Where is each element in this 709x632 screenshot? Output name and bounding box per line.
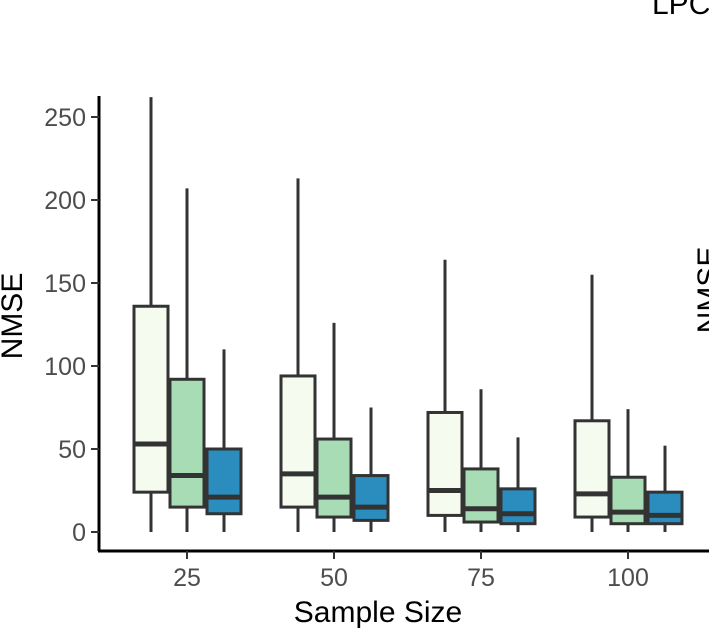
box-series1-50 <box>279 178 317 532</box>
x-tick-label: 100 <box>607 564 649 592</box>
box-series3-25 <box>205 349 243 532</box>
box-series3-50 <box>352 407 390 532</box>
iqr-box <box>168 377 206 509</box>
y-ticks: 0 50 100 150 200 250 <box>44 104 99 547</box>
iqr-box <box>279 374 317 509</box>
y-tick-label: 50 <box>58 436 86 464</box>
iqr-box <box>426 410 464 517</box>
boxes-layer <box>132 97 684 532</box>
x-ticks: 25 50 75 100 <box>173 551 649 592</box>
box-series1-75 <box>426 259 464 532</box>
x-axis-title: Sample Size <box>294 596 462 629</box>
x-tick-label: 25 <box>173 564 201 592</box>
x-tick-label: 75 <box>467 564 495 592</box>
iqr-box <box>315 437 353 519</box>
box-series2-25 <box>168 188 206 532</box>
iqr-box <box>132 304 170 494</box>
iqr-box <box>462 467 500 524</box>
y-tick-label: 0 <box>72 519 86 547</box>
neighbor-panel-title-fragment: LPC <box>652 0 709 21</box>
axes-layer <box>97 96 709 553</box>
box-series3-100 <box>646 445 684 532</box>
box-series3-75 <box>499 437 537 532</box>
box-series2-75 <box>462 389 500 532</box>
box-series1-100 <box>573 274 611 532</box>
iqr-box <box>205 447 243 516</box>
x-tick-label: 50 <box>320 564 348 592</box>
iqr-box <box>609 475 647 526</box>
y-tick-label: 150 <box>44 270 86 298</box>
y-tick-label: 250 <box>44 104 86 132</box>
y-axis-title: NMSE <box>0 273 29 360</box>
iqr-box <box>646 490 684 526</box>
y-tick-label: 200 <box>44 187 86 215</box>
y-tick-label: 100 <box>44 353 86 381</box>
box-series2-100 <box>609 409 647 532</box>
box-series1-25 <box>132 97 170 532</box>
iqr-box <box>499 487 537 526</box>
box-series2-50 <box>315 322 353 532</box>
iqr-box <box>352 474 390 522</box>
neighbor-panel-ylabel-fragment: NMSE <box>692 247 709 334</box>
iqr-box <box>573 419 611 519</box>
